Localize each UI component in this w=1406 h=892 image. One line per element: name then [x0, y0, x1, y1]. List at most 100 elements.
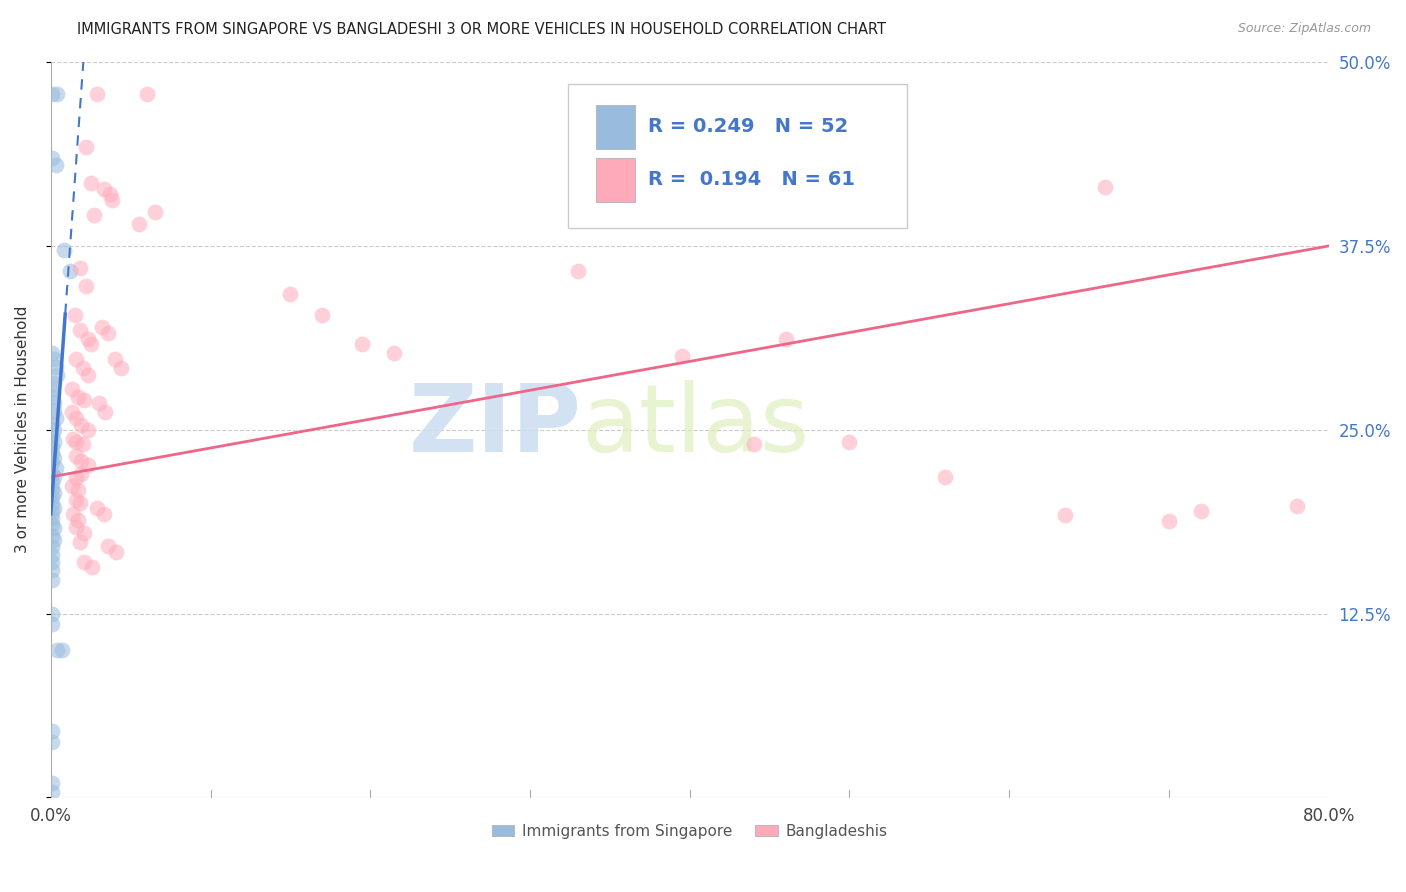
Point — [105, 545, 128, 559]
Point — [97, 539, 120, 553]
Point — [41, 511, 63, 525]
Point — [42, 521, 65, 535]
Point — [42, 423, 65, 437]
Point — [104, 352, 127, 367]
Point — [65, 450, 87, 464]
Text: R = 0.249   N = 52: R = 0.249 N = 52 — [648, 118, 848, 136]
Point — [42, 434, 65, 449]
Point — [63, 308, 86, 322]
Point — [70, 453, 93, 467]
Point — [41, 548, 63, 562]
Point — [70, 467, 93, 481]
Point — [311, 308, 333, 322]
Point — [98, 187, 121, 202]
Text: atlas: atlas — [581, 380, 810, 472]
Point — [65, 411, 87, 425]
Point — [41, 346, 63, 360]
Point — [41, 455, 63, 469]
Point — [60, 405, 83, 419]
Point — [72, 437, 94, 451]
Point — [41, 516, 63, 531]
Point — [41, 607, 63, 621]
Point — [83, 208, 105, 222]
Point — [41, 417, 63, 431]
Point — [93, 181, 115, 195]
FancyBboxPatch shape — [596, 104, 634, 149]
Point — [65, 471, 87, 485]
Point — [69, 534, 91, 549]
Point — [280, 287, 302, 301]
Point — [1157, 514, 1180, 528]
Point — [41, 562, 63, 576]
Point — [45, 461, 67, 475]
Point — [60, 478, 83, 492]
Point — [76, 332, 98, 346]
Point — [66, 483, 89, 497]
Point — [73, 525, 96, 540]
Point — [41, 391, 63, 405]
Point — [382, 346, 405, 360]
Point — [46, 368, 69, 383]
Point — [86, 87, 108, 102]
Point — [41, 491, 63, 505]
Point — [41, 555, 63, 569]
Point — [76, 423, 98, 437]
Point — [42, 533, 65, 547]
Point — [62, 507, 84, 521]
Point — [42, 450, 65, 465]
Point — [60, 382, 83, 396]
Point — [80, 176, 103, 190]
Point — [97, 326, 120, 340]
Point — [76, 458, 98, 472]
Point — [41, 573, 63, 587]
Point — [671, 349, 693, 363]
Point — [567, 264, 589, 278]
Point — [42, 403, 65, 417]
Point — [69, 260, 91, 275]
Point — [41, 475, 63, 490]
Point — [45, 411, 67, 425]
Point — [94, 405, 117, 419]
Point — [742, 437, 765, 451]
Point — [135, 87, 157, 102]
Point — [41, 87, 63, 102]
Point — [128, 217, 150, 231]
Point — [52, 244, 75, 258]
Point — [41, 724, 63, 739]
Point — [352, 337, 374, 351]
Point — [42, 470, 65, 484]
Point — [59, 264, 82, 278]
Point — [41, 151, 63, 165]
Text: Source: ZipAtlas.com: Source: ZipAtlas.com — [1237, 22, 1371, 36]
FancyBboxPatch shape — [568, 84, 907, 227]
Point — [41, 529, 63, 543]
Point — [65, 352, 87, 367]
Point — [1054, 508, 1077, 522]
Y-axis label: 3 or more Vehicles in Household: 3 or more Vehicles in Household — [15, 306, 30, 553]
Point — [100, 194, 122, 208]
Point — [41, 382, 63, 396]
FancyBboxPatch shape — [596, 158, 634, 202]
Point — [41, 446, 63, 460]
Point — [143, 205, 166, 219]
Point — [51, 643, 73, 657]
Point — [45, 359, 67, 374]
Point — [46, 643, 69, 657]
Point — [70, 418, 93, 433]
Point — [80, 337, 103, 351]
Point — [42, 396, 65, 410]
Text: IMMIGRANTS FROM SINGAPORE VS BANGLADESHI 3 OR MORE VEHICLES IN HOUSEHOLD CORRELA: IMMIGRANTS FROM SINGAPORE VS BANGLADESHI… — [77, 22, 886, 37]
Point — [41, 776, 63, 790]
Point — [42, 500, 65, 515]
Point — [72, 361, 94, 376]
Point — [41, 734, 63, 748]
Point — [73, 555, 96, 569]
Point — [91, 319, 114, 334]
Point — [66, 391, 89, 405]
Point — [41, 467, 63, 481]
Point — [110, 361, 132, 376]
Point — [1285, 500, 1308, 514]
Point — [41, 482, 63, 496]
Point — [775, 332, 797, 346]
Text: R =  0.194   N = 61: R = 0.194 N = 61 — [648, 170, 855, 189]
